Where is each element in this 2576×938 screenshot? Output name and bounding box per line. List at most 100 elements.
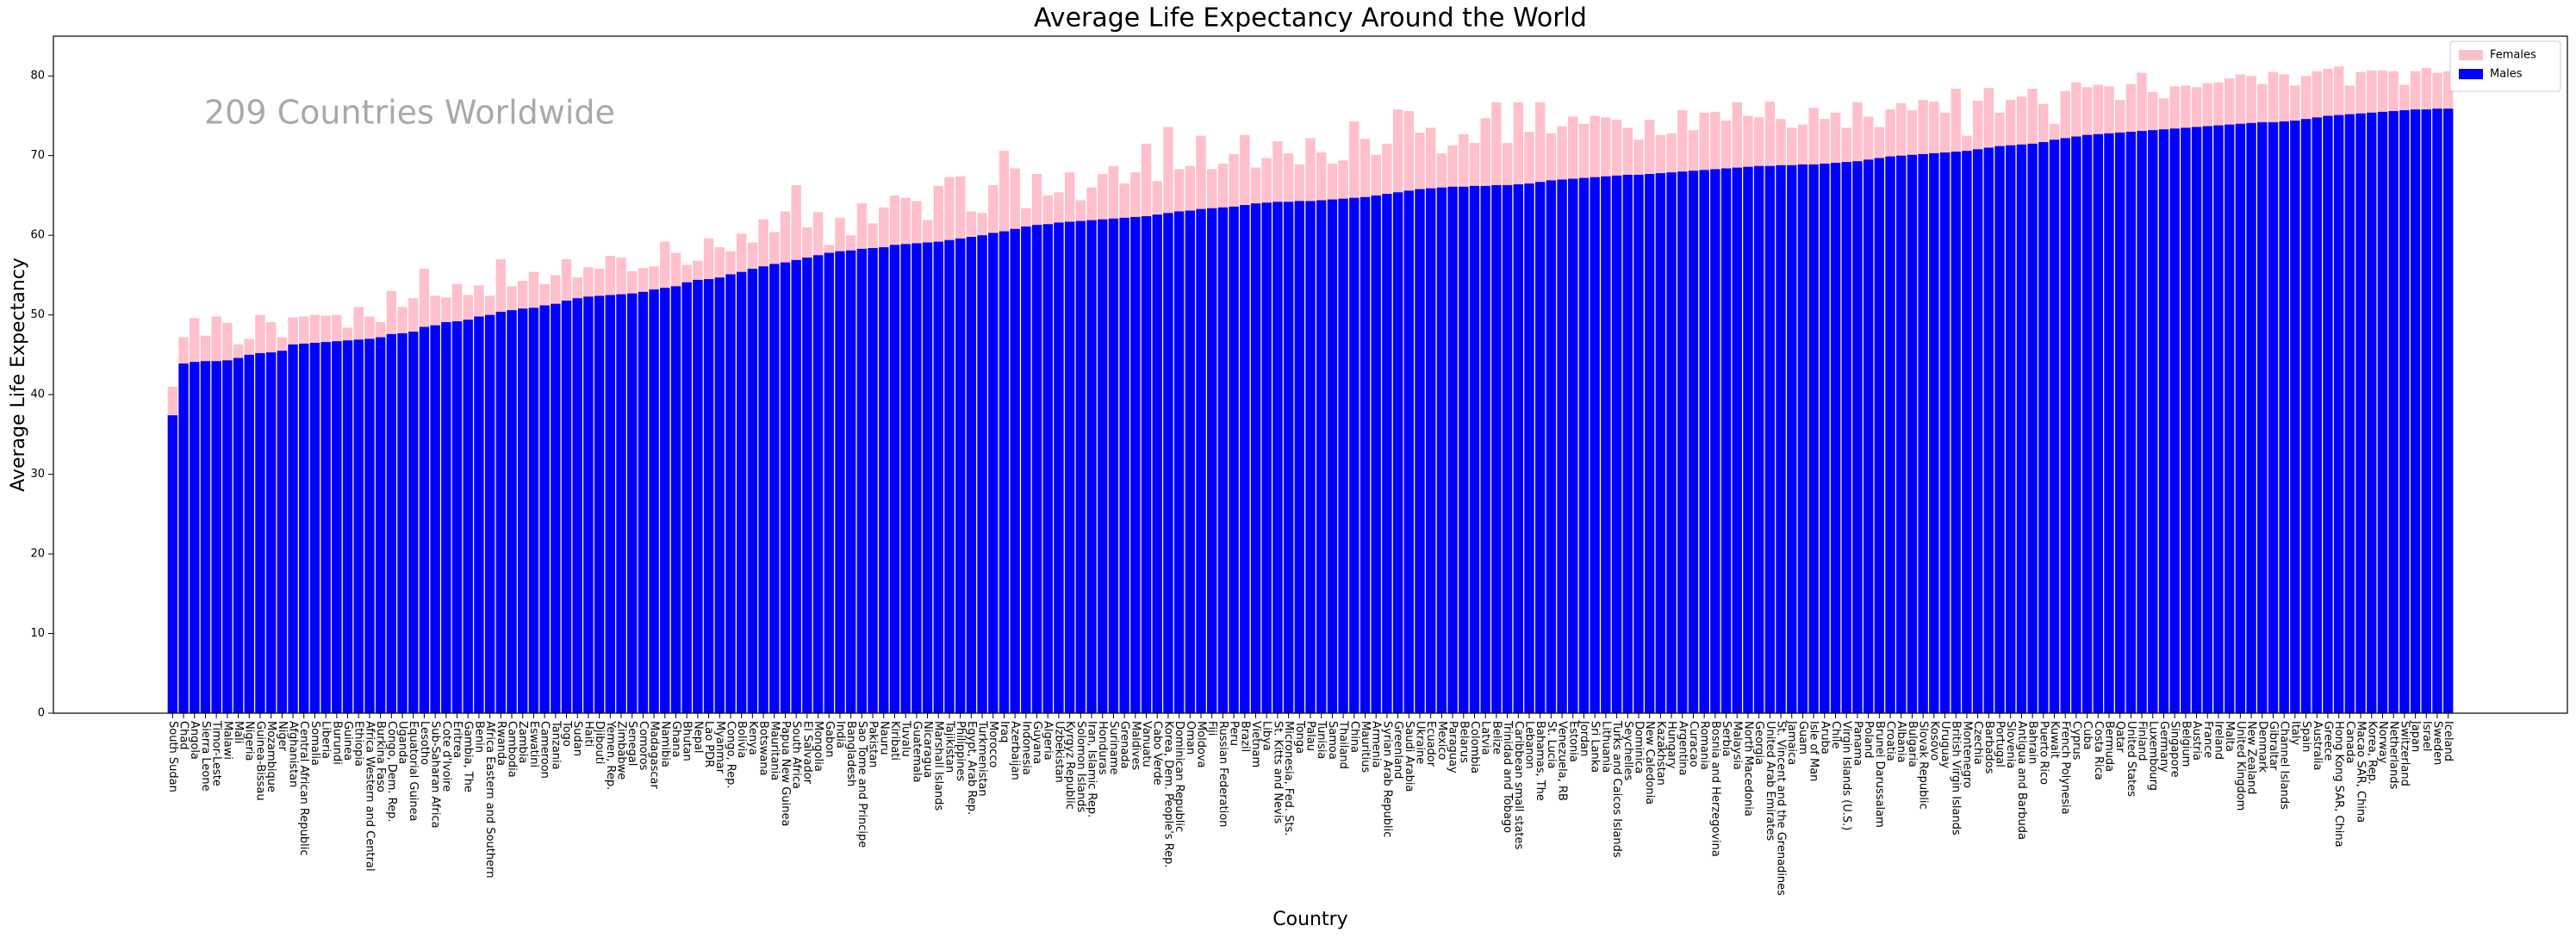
- bar: [1403, 190, 1415, 713]
- x-tick-label: Mauritania: [768, 721, 781, 780]
- bar: [1447, 186, 1458, 713]
- x-tick-label: British Virgin Islands: [1950, 721, 1963, 836]
- bar: [1808, 164, 1819, 714]
- x-tick-label: El Salvador: [800, 721, 813, 785]
- x-tick-label: Slovak Republic: [1917, 721, 1930, 810]
- x-tick-label: Afghanistan: [287, 721, 300, 787]
- bar: [2016, 144, 2027, 713]
- bar: [2432, 109, 2442, 713]
- x-tick-label: Egypt, Arab Rep.: [965, 721, 978, 815]
- bar: [397, 332, 408, 713]
- bar: [693, 279, 703, 713]
- x-tick-label: Namibia: [658, 721, 671, 767]
- x-tick-label: Brazil: [1238, 721, 1251, 752]
- x-tick-label: Belgium: [2179, 721, 2192, 767]
- x-tick-label: Benin: [472, 721, 485, 753]
- x-tick-label: Philippines: [954, 721, 967, 781]
- x-tick-label: Central African Republic: [297, 721, 310, 855]
- x-tick-label: Honduras: [1096, 721, 1109, 775]
- x-tick-label: Bolivia: [735, 721, 748, 758]
- x-tick-label: Bosnia and Herzegovina: [1708, 721, 1721, 857]
- x-tick-label: Botswana: [757, 721, 770, 776]
- bar: [288, 344, 298, 713]
- bar: [1546, 180, 1557, 713]
- bar: [1425, 188, 1436, 713]
- bar: [2268, 121, 2279, 714]
- x-tick-label: Latvia: [1479, 721, 1492, 755]
- bar: [1491, 184, 1502, 714]
- x-tick-label: South Africa: [790, 721, 803, 789]
- x-tick-label: Bhutan: [681, 721, 694, 761]
- x-tick-label: Vietnam: [1249, 721, 1262, 767]
- x-tick-label: Azerbaijan: [1009, 721, 1022, 780]
- bar: [2027, 143, 2038, 713]
- x-tick-label: Nauru: [877, 721, 890, 755]
- x-tick-label: Nigeria: [243, 721, 256, 761]
- x-tick-label: Syrian Arab Republic: [1380, 721, 1393, 837]
- bar: [1349, 197, 1360, 713]
- x-tick-label: Nepal: [691, 721, 704, 754]
- bar: [2333, 115, 2344, 713]
- bar: [714, 277, 725, 713]
- x-tick-label: Ecuador: [1424, 721, 1437, 767]
- x-tick-label: Guinea: [341, 721, 354, 761]
- x-tick-label: Hong Kong SAR, China: [2332, 721, 2345, 848]
- x-tick-label: Macao SAR, China: [2355, 721, 2368, 823]
- x-tick-label: Australia: [2311, 721, 2324, 771]
- x-tick-label: Niger: [276, 721, 289, 752]
- bar: [769, 264, 780, 713]
- bar: [1743, 166, 1753, 714]
- x-tick-label: United Arab Emirates: [1764, 721, 1776, 841]
- bar: [2235, 123, 2246, 713]
- bar: [1338, 198, 1348, 713]
- bar: [484, 314, 495, 713]
- bar: [572, 298, 582, 713]
- bar: [2323, 115, 2333, 713]
- legend-swatch: [2459, 69, 2483, 79]
- x-tick-label: Sri Lanka: [1589, 721, 1602, 773]
- bar: [495, 311, 507, 713]
- x-tick-label: Italy: [2288, 721, 2301, 746]
- bar: [2049, 140, 2060, 713]
- x-tick-label: Malta: [2223, 721, 2236, 752]
- bar: [507, 310, 517, 713]
- x-tick-label: Nicaragua: [921, 721, 934, 778]
- bar: [2104, 133, 2114, 714]
- x-tick-label: St. Kitts and Nevis: [1271, 721, 1284, 823]
- x-tick-label: Tunisia: [1315, 720, 1328, 759]
- x-tick-label: Belarus: [1457, 721, 1470, 763]
- x-tick-label: Somalia: [308, 721, 321, 766]
- x-tick-label: Caribbean small states: [1512, 721, 1525, 850]
- bar: [1382, 194, 1392, 713]
- x-tick-label: Iran, Islamic Rep.: [1086, 721, 1098, 817]
- x-tick-label: Singapore: [2168, 721, 2181, 778]
- x-tick-label: Solomon Islands: [1074, 721, 1087, 812]
- bar: [1534, 182, 1546, 713]
- bar: [638, 291, 649, 713]
- x-tick-label: Ethiopia: [352, 721, 365, 767]
- x-tick-label: Dominican Republic: [1173, 721, 1185, 832]
- x-tick-label: Peru: [1228, 721, 1241, 746]
- x-tick-label: Kosovo: [1927, 721, 1940, 761]
- x-tick-label: India: [833, 721, 846, 749]
- bar: [353, 339, 364, 713]
- x-tick-label: Serbia: [1720, 721, 1733, 756]
- bar: [1141, 215, 1152, 714]
- x-tick-label: Djibouti: [593, 721, 606, 764]
- bar: [780, 262, 791, 714]
- bar: [1918, 153, 1928, 714]
- x-tick-label: Micronesia, Fed. Sts.: [1282, 721, 1295, 836]
- x-tick-label: Lao PDR: [702, 721, 715, 767]
- bar: [1885, 156, 1895, 713]
- bar: [933, 241, 943, 714]
- x-tick-label: French Polynesia: [2059, 721, 2072, 815]
- bar: [408, 332, 419, 713]
- x-tick-label: Bermuda: [2102, 721, 2115, 772]
- x-tick-label: Malawi: [221, 721, 233, 760]
- bar: [539, 305, 550, 713]
- x-tick-label: Portugal: [1994, 721, 2007, 767]
- bar: [244, 354, 254, 713]
- x-tick-label: Trinidad and Tobago: [1501, 720, 1514, 833]
- x-tick-label: Bahrain: [2026, 721, 2039, 764]
- bar: [2246, 122, 2256, 713]
